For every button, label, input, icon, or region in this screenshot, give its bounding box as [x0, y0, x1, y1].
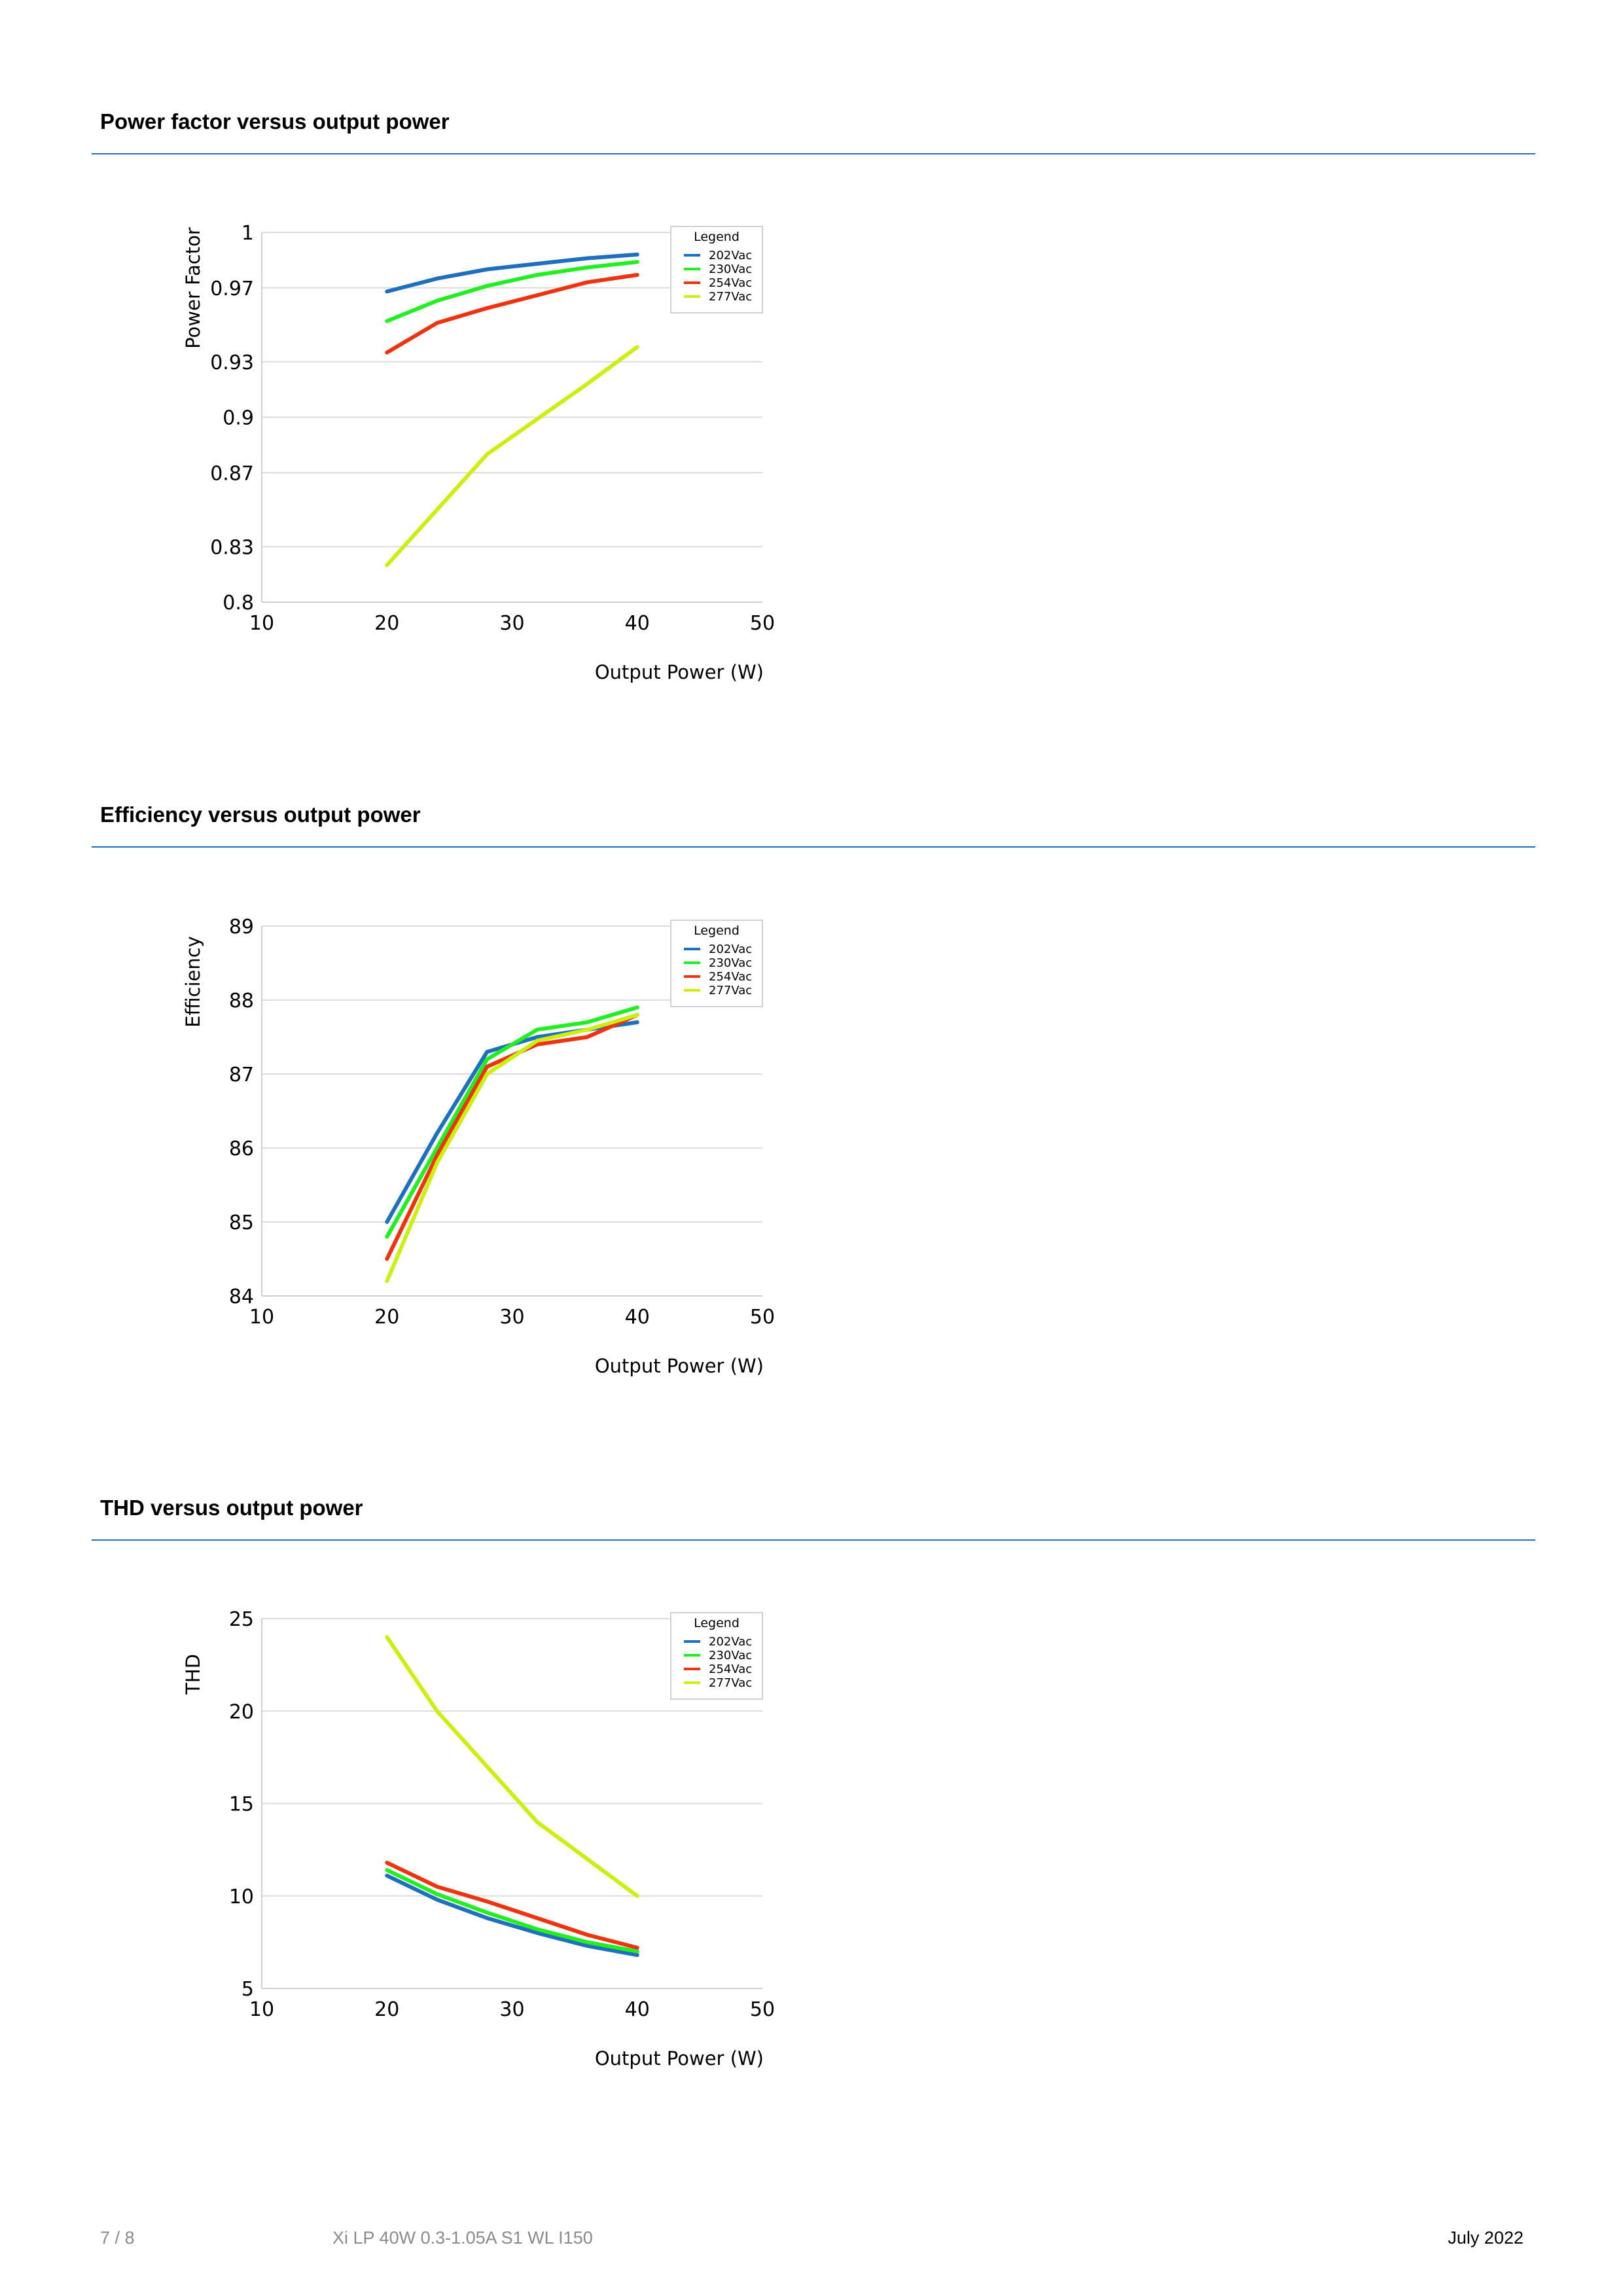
x-tick-label: 20 [374, 612, 399, 635]
legend-title: Legend [694, 1616, 740, 1630]
page-number: 7 / 8 [100, 2228, 135, 2248]
y-tick-label: 0.83 [210, 536, 254, 559]
y-axis-label: THD [182, 1654, 204, 1695]
y-tick-label: 0.8 [223, 592, 254, 615]
y-tick-label: 0.93 [210, 351, 254, 374]
y-tick-label: 5 [241, 1978, 254, 2001]
legend-label: 277Vac [709, 984, 752, 997]
y-tick-label: 25 [229, 1608, 254, 1631]
y-tick-label: 20 [229, 1700, 254, 1723]
legend-label: 230Vac [709, 1649, 752, 1662]
x-tick-label: 40 [625, 612, 650, 635]
series-line-230Vac [385, 1868, 639, 1954]
x-tick-label: 40 [625, 1998, 650, 2021]
legend-label: 230Vac [709, 262, 752, 276]
legend-label: 202Vac [709, 1635, 752, 1649]
y-axis-label: Efficiency [182, 936, 204, 1028]
series-line-230Vac [385, 260, 639, 323]
series-line-277Vac [385, 1635, 639, 1898]
section-title-efficiency: Efficiency versus output power [100, 802, 421, 827]
legend-title: Legend [694, 924, 740, 938]
x-axis-label: Output Power (W) [595, 2047, 764, 2070]
y-tick-label: 86 [229, 1138, 254, 1160]
y-tick-label: 0.97 [210, 278, 254, 300]
y-tick-label: 85 [229, 1211, 254, 1234]
x-tick-label: 20 [374, 1998, 399, 2021]
y-tick-label: 84 [229, 1285, 254, 1308]
legend-label: 202Vac [709, 249, 752, 262]
series-line-254Vac [385, 1860, 639, 1950]
series-line-277Vac [385, 345, 639, 567]
section-title-thd: THD versus output power [100, 1496, 363, 1520]
legend-label: 254Vac [709, 1662, 752, 1676]
series-line-202Vac [385, 1873, 639, 1958]
y-tick-label: 87 [229, 1064, 254, 1086]
x-tick-label: 30 [499, 1306, 524, 1329]
x-tick-label: 20 [374, 1306, 399, 1329]
y-tick-label: 0.87 [210, 462, 254, 485]
y-tick-label: 0.9 [223, 407, 254, 430]
power-factor-chart: 0.8 0.83 0.87 0.9 0.93 0.97 1 10 20 30 40 50 Output … [182, 222, 775, 683]
x-tick-label: 50 [750, 1306, 775, 1329]
y-tick-label: 10 [229, 1886, 254, 1909]
product-name: Xi LP 40W 0.3-1.05A S1 WL I150 [332, 2228, 593, 2248]
legend-label: 230Vac [709, 956, 752, 970]
efficiency-chart: 84 85 86 87 88 89 10 20 30 40 50 Output Power (W) Ef… [182, 916, 775, 1377]
series-line-277Vac [385, 1013, 639, 1283]
x-tick-label: 10 [249, 612, 274, 635]
y-tick-label: 88 [229, 990, 254, 1013]
y-tick-label: 89 [229, 916, 254, 939]
section-divider [92, 846, 1535, 848]
section-divider [92, 153, 1535, 154]
x-tick-label: 50 [750, 1998, 775, 2021]
legend-label: 277Vac [709, 290, 752, 304]
series-line-202Vac [385, 252, 639, 294]
series-line-254Vac [385, 273, 639, 355]
y-tick-label: 15 [229, 1793, 254, 1816]
legend-label: 254Vac [709, 276, 752, 290]
x-tick-label: 30 [499, 1998, 524, 2021]
legend-label: 254Vac [709, 970, 752, 984]
x-tick-label: 50 [750, 612, 775, 635]
x-tick-label: 40 [625, 1306, 650, 1329]
series-line-230Vac [385, 1005, 639, 1239]
legend-label: 202Vac [709, 942, 752, 956]
y-tick-label: 1 [241, 222, 254, 245]
x-axis-label: Output Power (W) [595, 661, 764, 683]
x-axis-label: Output Power (W) [595, 1355, 764, 1377]
y-axis-label: Power Factor [182, 227, 204, 349]
legend-label: 277Vac [709, 1676, 752, 1690]
x-tick-label: 10 [249, 1306, 274, 1329]
legend-title: Legend [694, 230, 740, 244]
x-tick-label: 10 [249, 1998, 274, 2021]
section-title-power-factor: Power factor versus output power [100, 109, 450, 134]
x-tick-label: 30 [499, 612, 524, 635]
document-date: July 2022 [1448, 2228, 1524, 2248]
section-divider [92, 1539, 1535, 1541]
